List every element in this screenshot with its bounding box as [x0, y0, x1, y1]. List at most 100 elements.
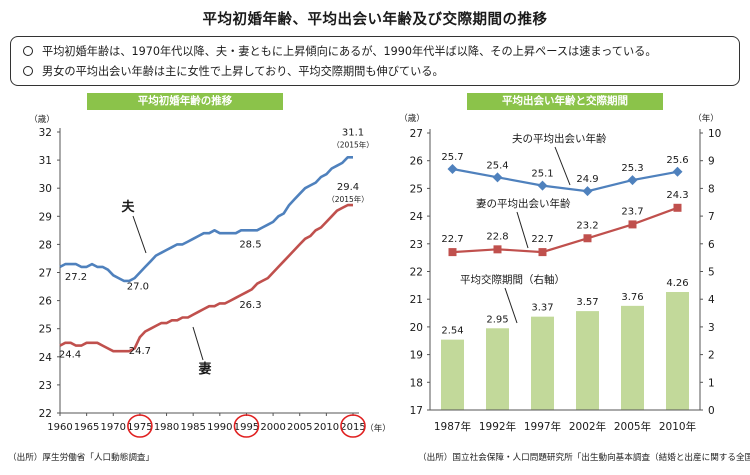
data-label: （2015年）: [327, 194, 369, 204]
series-label-wife: 妻: [198, 361, 211, 377]
left-y-tick-label: 22: [39, 408, 52, 420]
data-label: 26.3: [239, 300, 261, 311]
wife-meeting-pointer-line: [516, 211, 529, 249]
interaction-period-bar: [576, 311, 599, 410]
right-axis-tick-label: 10: [708, 128, 721, 140]
left-axis-tick-label: 21: [410, 294, 423, 306]
right-axis-tick-label: 8: [708, 183, 715, 195]
left-x-tick-label: 2010: [314, 422, 339, 433]
left-axis-tick-label: 23: [410, 239, 423, 251]
left-x-tick-label: 1995: [234, 422, 259, 433]
left-y-tick-label: 31: [39, 155, 52, 167]
right-axis-tick-label: 3: [708, 322, 715, 334]
husband-meeting-pointer-line: [554, 146, 571, 186]
left-y-tick-label: 23: [39, 380, 52, 392]
right-axis-tick-label: 6: [708, 239, 715, 251]
category-label: 1997年: [524, 420, 561, 433]
husband-value-label: 25.3: [621, 163, 643, 174]
summary-text-2: 男女の平均出会い年齢は主に女性で上昇しており、平均交際期間も伸びている。: [42, 65, 444, 78]
diamond-marker-icon: [537, 180, 548, 191]
bar-value-label: 2.54: [441, 326, 463, 337]
data-label: 27.2: [65, 272, 87, 283]
right-chart-left-unit: （歳）: [399, 113, 425, 124]
wife-value-label: 23.2: [576, 220, 598, 231]
interaction-period-bar: [531, 316, 554, 410]
series-label-husband: 夫: [121, 199, 135, 215]
bar-value-label: 2.95: [486, 314, 508, 325]
right-chart-right-unit: （年）: [693, 113, 719, 124]
left-axis-tick-label: 25: [410, 183, 423, 195]
interaction-period-bar: [621, 305, 644, 410]
left-y-unit: （歳）: [29, 114, 55, 125]
right-chart-source: （出所）国立社会保障・人口問題研究所「出生動向基本調査（結婚と出産に関する全国調…: [418, 453, 750, 463]
wife-value-label: 22.7: [531, 234, 553, 245]
wife-meeting-age-line: [452, 206, 678, 254]
diamond-marker-icon: [447, 164, 458, 175]
category-label: 2010年: [659, 420, 696, 433]
summary-text-1: 平均初婚年齢は、1970年代以降、夫・妻ともに上昇傾向にあるが、1990年代半ば…: [42, 45, 657, 58]
left-x-unit: （年）: [365, 423, 391, 434]
left-axis-tick-label: 18: [410, 377, 423, 389]
category-label: 1992年: [479, 420, 516, 433]
right-axis-tick-label: 0: [708, 405, 715, 417]
right-axis-tick-label: 1: [708, 377, 715, 389]
left-x-tick-label: 1980: [154, 422, 179, 433]
left-axis-tick-label: 27: [410, 128, 423, 140]
category-label: 2005年: [614, 420, 651, 433]
data-label: 24.4: [59, 350, 81, 361]
diamond-marker-icon: [627, 175, 638, 186]
left-y-tick-label: 26: [39, 296, 53, 308]
left-x-tick-label: 1965: [74, 422, 99, 433]
left-axis-tick-label: 26: [410, 156, 424, 168]
circle-bullet-icon: [23, 46, 33, 56]
left-y-tick-label: 25: [39, 324, 52, 336]
left-x-tick-label: 2005: [287, 422, 312, 433]
left-axis-tick-label: 19: [410, 350, 423, 362]
left-x-tick-label: 1970: [101, 422, 126, 433]
summary-item: 平均初婚年齢は、1970年代以降、夫・妻ともに上昇傾向にあるが、1990年代半ば…: [23, 42, 727, 62]
wife-value-label: 23.7: [621, 206, 643, 217]
page-title: 平均初婚年齢、平均出会い年齢及び交際期間の推移: [202, 12, 548, 28]
interaction-period-bar: [666, 291, 689, 410]
series-label-interaction-period: 平均交際期間（右軸）: [460, 273, 565, 286]
square-marker-icon: [538, 248, 547, 257]
left-x-tick-label: 2015: [340, 422, 365, 433]
left-axis-tick-label: 17: [410, 405, 423, 417]
husband-pointer-line: [132, 215, 147, 254]
left-axis-tick-label: 22: [410, 267, 423, 279]
square-marker-icon: [628, 220, 637, 229]
husband-value-label: 25.7: [441, 152, 463, 163]
right-axis-tick-label: 7: [708, 211, 715, 223]
left-x-tick-label: 1985: [180, 422, 205, 433]
square-marker-icon: [448, 248, 457, 257]
right-axis-tick-label: 5: [708, 267, 715, 279]
series-label-wife-meeting: 妻の平均出会い年齢: [476, 197, 571, 210]
wife-pointer-line: [192, 326, 204, 361]
husband-value-label: 25.1: [531, 169, 553, 180]
husband-value-label: 25.6: [666, 155, 688, 166]
left-axis-tick-label: 20: [410, 322, 423, 334]
left-y-tick-label: 27: [39, 268, 52, 280]
husband-value-label: 24.9: [576, 174, 598, 185]
left-x-tick-label: 1975: [127, 422, 152, 433]
right-chart-title: 平均出会い年齢と交際期間: [467, 93, 663, 110]
square-marker-icon: [583, 234, 592, 243]
bar-value-label: 3.76: [621, 292, 643, 303]
diamond-marker-icon: [582, 186, 593, 197]
data-label: 31.1: [342, 127, 364, 138]
interaction-period-pointer-line: [504, 287, 518, 324]
husband-value-label: 25.4: [486, 160, 508, 171]
data-label: 29.4: [337, 182, 359, 193]
data-label: 28.5: [239, 239, 261, 250]
data-label: 27.0: [127, 282, 149, 293]
bar-value-label: 3.57: [576, 297, 598, 308]
left-x-tick-label: 2000: [260, 422, 285, 433]
left-x-tick-label: 1960: [47, 422, 72, 433]
left-y-tick-label: 28: [39, 239, 52, 251]
husband-meeting-age-line: [452, 167, 678, 193]
diamond-marker-icon: [492, 172, 503, 183]
interaction-period-bar: [441, 339, 464, 410]
left-y-tick-label: 30: [39, 183, 52, 195]
